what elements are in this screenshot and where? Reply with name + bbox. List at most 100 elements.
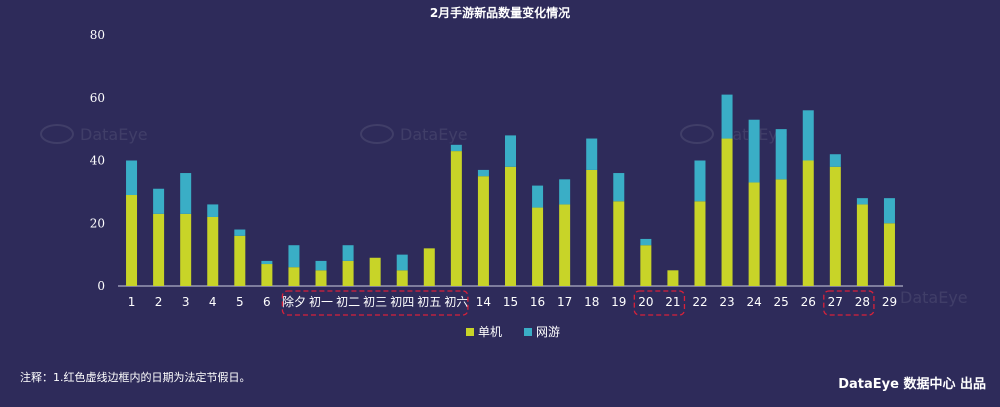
bar-standalone xyxy=(207,216,219,286)
x-tick-label: 初五 xyxy=(417,295,441,309)
x-tick-label: 初二 xyxy=(336,295,360,309)
bar-standalone xyxy=(396,270,408,286)
x-tick-label: 16 xyxy=(530,295,545,309)
bar-standalone xyxy=(505,166,516,286)
y-tick-label: 40 xyxy=(90,154,105,168)
x-tick-label: 初三 xyxy=(363,295,387,309)
legend-item-standalone[interactable]: 单机 xyxy=(466,323,502,340)
footnote: 注释：1.红色虚线边框内的日期为法定节假日。 xyxy=(20,371,251,384)
bar-standalone xyxy=(342,260,354,286)
bar-standalone xyxy=(721,138,733,286)
bar-online xyxy=(532,185,544,208)
x-tick-label: 21 xyxy=(665,295,680,309)
bar-standalone xyxy=(883,223,895,286)
bar-online xyxy=(450,144,462,152)
bar-standalone xyxy=(532,207,544,286)
holiday-box xyxy=(281,290,469,316)
watermark: DataEye xyxy=(40,124,148,144)
bar-online xyxy=(261,260,273,265)
legend-label-standalone: 单机 xyxy=(478,325,503,339)
x-tick-label: 初一 xyxy=(309,295,333,309)
bar-online xyxy=(505,135,516,167)
legend: 单机 网游 xyxy=(466,323,560,340)
bar-standalone xyxy=(126,195,138,286)
bar-standalone xyxy=(748,182,760,286)
bar-standalone xyxy=(234,235,246,286)
bar-online xyxy=(559,179,571,205)
holiday-box xyxy=(633,290,686,316)
x-tick-label: 初四 xyxy=(390,295,414,309)
bar-online xyxy=(721,94,733,139)
bar-standalone xyxy=(450,151,462,286)
y-tick-label: 60 xyxy=(90,91,105,105)
bar-online xyxy=(883,198,895,224)
x-tick-label: 26 xyxy=(801,295,816,309)
x-tick-label: 1 xyxy=(128,295,136,309)
watermark: DataEye xyxy=(900,288,968,307)
bar-standalone xyxy=(559,204,571,286)
bar-online xyxy=(180,173,192,214)
y-tick-label: 80 xyxy=(90,28,105,42)
bar-standalone xyxy=(856,204,868,286)
watermark: DataEye xyxy=(360,124,468,144)
x-tick-label: 除夕 xyxy=(282,294,306,309)
bar-online xyxy=(477,169,489,177)
bar-online xyxy=(396,254,408,271)
bar-online xyxy=(694,160,706,202)
bar-standalone xyxy=(694,201,706,286)
bar-standalone xyxy=(261,264,273,286)
bar-online xyxy=(748,119,760,183)
legend-swatch-standalone xyxy=(466,327,474,336)
x-tick-label: 22 xyxy=(692,295,707,309)
legend-label-online: 网游 xyxy=(536,325,561,339)
bar-online xyxy=(829,154,841,167)
x-tick-label: 14 xyxy=(476,295,491,309)
bar-online xyxy=(207,204,219,217)
bar-standalone xyxy=(288,267,300,286)
bar-standalone xyxy=(315,270,327,286)
bar-online xyxy=(126,160,138,196)
x-tick-label: 29 xyxy=(882,295,897,309)
x-tick-label: 15 xyxy=(503,295,518,309)
bar-online xyxy=(288,245,300,268)
x-tick-label: 初六 xyxy=(444,295,468,309)
bar-online xyxy=(640,238,652,246)
bar-online xyxy=(856,198,868,205)
x-tick-label: 24 xyxy=(746,295,761,309)
bar-standalone xyxy=(613,201,625,286)
x-tick-label: 23 xyxy=(719,295,734,309)
bar-online xyxy=(775,129,787,180)
x-tick-label: 6 xyxy=(263,295,271,309)
bar-standalone xyxy=(477,176,489,286)
bar-standalone xyxy=(153,213,165,286)
x-tick-label: 25 xyxy=(774,295,789,309)
bar-standalone xyxy=(829,166,841,286)
legend-item-online[interactable]: 网游 xyxy=(524,323,560,340)
y-tick-label: 20 xyxy=(90,216,105,230)
bar-online xyxy=(234,229,246,236)
x-tick-label: 28 xyxy=(855,295,870,309)
bar-online xyxy=(613,173,625,202)
bar-standalone xyxy=(775,179,787,286)
bar-standalone xyxy=(802,160,814,286)
x-tick-label: 17 xyxy=(557,295,572,309)
x-tick-label: 27 xyxy=(828,295,843,309)
bar-standalone xyxy=(667,270,679,286)
x-tick-label: 20 xyxy=(638,295,653,309)
bar-online xyxy=(342,245,354,261)
x-tick-label: 19 xyxy=(611,295,626,309)
bar-standalone xyxy=(586,169,598,286)
x-tick-label: 2 xyxy=(155,295,163,309)
bar-online xyxy=(802,110,814,161)
legend-swatch-online xyxy=(524,327,533,336)
brand-credit: DataEye 数据中心 出品 xyxy=(838,377,986,392)
x-tick-label: 3 xyxy=(182,295,190,309)
x-tick-label: 4 xyxy=(209,295,217,309)
y-tick-label: 0 xyxy=(97,279,105,293)
bar-online xyxy=(315,260,327,271)
bar-standalone xyxy=(640,245,652,286)
chart-title: 2月手游新品数量变化情况 xyxy=(429,6,571,20)
bar-online xyxy=(586,138,598,170)
bar-online xyxy=(153,188,165,214)
